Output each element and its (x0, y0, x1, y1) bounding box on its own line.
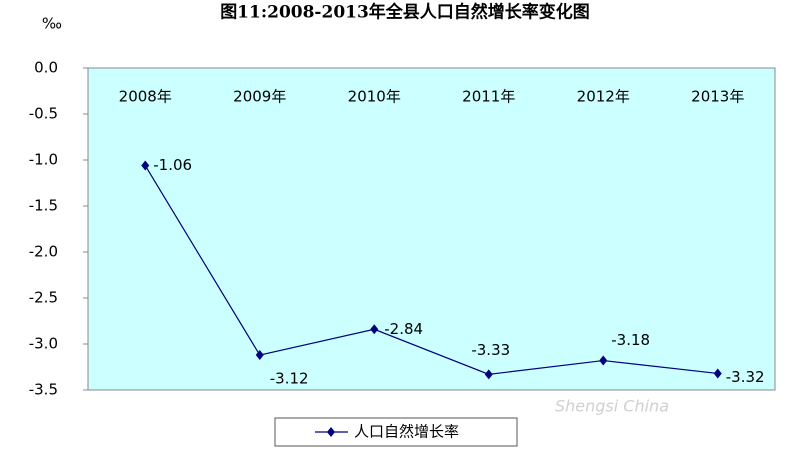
y-tick-label: -3.0 (29, 335, 58, 353)
plot-area (87, 67, 776, 391)
y-tick-label: -2.5 (29, 289, 58, 307)
y-tick-label: -1.0 (29, 151, 58, 169)
data-label: -3.18 (611, 331, 650, 349)
legend-label: 人口自然增长率 (354, 423, 459, 441)
y-tick-label: -0.5 (29, 105, 58, 123)
data-point (599, 355, 608, 366)
data-point (484, 369, 493, 380)
y-unit: ‰ (42, 15, 62, 33)
data-label: -2.84 (384, 320, 423, 338)
data-point (255, 350, 264, 361)
y-tick-label: -1.5 (29, 197, 58, 215)
data-point (141, 160, 150, 171)
y-tick-label: 0.0 (34, 59, 58, 77)
x-category-label: 2011年 (462, 88, 515, 106)
y-tick-label: -2.0 (29, 243, 58, 261)
data-label: -3.12 (270, 370, 309, 388)
x-category-label: 2010年 (348, 88, 401, 106)
data-label: -3.33 (471, 341, 510, 359)
y-tick-label: -3.5 (29, 381, 58, 399)
x-category-label: 2009年 (233, 88, 286, 106)
data-label: -3.32 (726, 368, 765, 386)
data-label: -1.06 (153, 156, 192, 174)
x-category-label: 2008年 (119, 88, 172, 106)
x-category-label: 2012年 (577, 88, 630, 106)
watermark: Shengsi China (555, 397, 669, 416)
chart-title: 图11:2008-2013年全县人口自然增长率变化图 (220, 2, 590, 23)
data-point (713, 368, 722, 379)
legend-marker (327, 427, 335, 437)
data-line (144, 165, 718, 375)
data-point (370, 324, 379, 335)
x-category-label: 2013年 (691, 88, 744, 106)
